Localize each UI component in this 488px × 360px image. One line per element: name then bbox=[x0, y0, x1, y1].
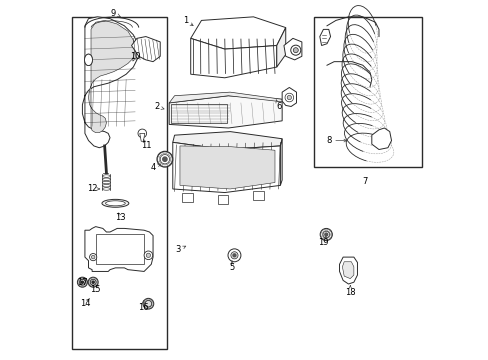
Text: 4: 4 bbox=[150, 163, 155, 172]
Ellipse shape bbox=[102, 199, 128, 207]
Polygon shape bbox=[131, 37, 160, 62]
Circle shape bbox=[90, 279, 96, 285]
Circle shape bbox=[91, 255, 95, 259]
Text: 19: 19 bbox=[318, 238, 328, 247]
Text: 7: 7 bbox=[361, 177, 366, 186]
Text: 14: 14 bbox=[80, 299, 90, 308]
Text: 12: 12 bbox=[87, 184, 97, 193]
Text: 17: 17 bbox=[77, 278, 87, 287]
Text: 16: 16 bbox=[138, 303, 148, 312]
Circle shape bbox=[144, 251, 152, 260]
Polygon shape bbox=[172, 132, 282, 149]
Text: 8: 8 bbox=[325, 136, 331, 145]
Polygon shape bbox=[319, 30, 330, 45]
Circle shape bbox=[323, 231, 329, 238]
Text: 1: 1 bbox=[183, 16, 187, 25]
Polygon shape bbox=[371, 128, 391, 149]
Circle shape bbox=[324, 233, 327, 236]
Circle shape bbox=[163, 157, 167, 161]
Text: 3: 3 bbox=[175, 246, 181, 255]
Polygon shape bbox=[284, 39, 301, 60]
Bar bbox=[314, 17, 421, 167]
Text: 9: 9 bbox=[111, 9, 116, 18]
Circle shape bbox=[138, 129, 146, 138]
Text: 2: 2 bbox=[154, 102, 159, 111]
Circle shape bbox=[80, 279, 85, 285]
Circle shape bbox=[88, 277, 98, 287]
Polygon shape bbox=[180, 146, 274, 189]
Polygon shape bbox=[82, 17, 139, 148]
Circle shape bbox=[230, 252, 238, 259]
Circle shape bbox=[160, 154, 169, 164]
Text: 10: 10 bbox=[130, 52, 140, 61]
Bar bbox=[182, 193, 192, 202]
Circle shape bbox=[142, 298, 153, 309]
Circle shape bbox=[157, 151, 172, 167]
Polygon shape bbox=[190, 39, 276, 78]
Bar bbox=[217, 195, 228, 204]
Bar bbox=[253, 192, 264, 201]
Ellipse shape bbox=[84, 54, 92, 66]
Text: 5: 5 bbox=[229, 264, 234, 273]
Circle shape bbox=[233, 254, 235, 257]
Polygon shape bbox=[140, 134, 144, 141]
Circle shape bbox=[77, 277, 87, 287]
Polygon shape bbox=[169, 92, 282, 103]
Polygon shape bbox=[169, 96, 282, 128]
Polygon shape bbox=[88, 21, 135, 133]
Text: 13: 13 bbox=[115, 213, 126, 222]
Circle shape bbox=[145, 301, 151, 307]
Circle shape bbox=[89, 253, 97, 261]
Circle shape bbox=[286, 95, 291, 100]
Circle shape bbox=[293, 48, 298, 53]
Circle shape bbox=[92, 281, 94, 283]
Bar bbox=[96, 234, 144, 264]
Circle shape bbox=[285, 93, 293, 102]
Polygon shape bbox=[190, 17, 285, 49]
Bar bbox=[72, 17, 167, 348]
Polygon shape bbox=[85, 226, 153, 271]
Text: 11: 11 bbox=[141, 141, 151, 150]
Text: 15: 15 bbox=[90, 285, 101, 294]
Polygon shape bbox=[276, 28, 285, 67]
Text: 6: 6 bbox=[275, 102, 281, 111]
Polygon shape bbox=[339, 257, 357, 284]
Polygon shape bbox=[282, 87, 296, 107]
Polygon shape bbox=[280, 139, 282, 185]
Circle shape bbox=[227, 249, 241, 262]
Circle shape bbox=[320, 228, 332, 240]
Circle shape bbox=[81, 281, 83, 283]
Circle shape bbox=[290, 45, 300, 55]
Polygon shape bbox=[172, 142, 280, 193]
Ellipse shape bbox=[105, 201, 125, 206]
Text: 18: 18 bbox=[344, 288, 355, 297]
Polygon shape bbox=[342, 262, 353, 279]
Circle shape bbox=[146, 253, 150, 257]
Bar bbox=[171, 104, 226, 123]
